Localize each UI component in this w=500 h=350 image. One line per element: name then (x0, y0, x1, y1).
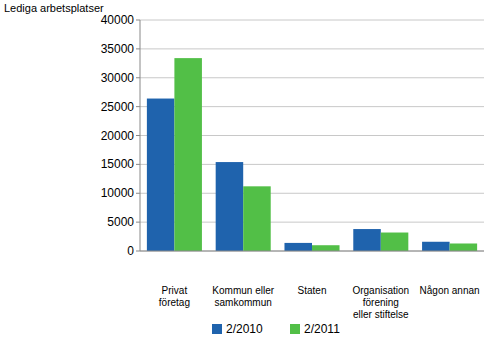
y-tick-label: 15000 (101, 157, 135, 171)
legend-label: 2/2011 (304, 322, 340, 336)
y-tick (136, 193, 140, 194)
y-tick-label: 10000 (101, 186, 135, 200)
grid-line (140, 48, 484, 49)
y-tick-label: 30000 (101, 71, 135, 85)
y-tick-label: 35000 (101, 42, 135, 56)
bar (353, 229, 381, 251)
bars (147, 58, 477, 251)
legend-label: 2/2010 (226, 322, 263, 336)
legend: 2/2010 2/2011 (212, 322, 340, 336)
legend-swatch (290, 324, 300, 334)
bar (422, 242, 450, 251)
grid-line (140, 20, 484, 21)
x-tick-label: Privatföretag (159, 285, 190, 308)
y-tick-label: 40000 (101, 13, 135, 27)
bar (174, 58, 202, 251)
bar (284, 243, 312, 251)
bar (216, 162, 244, 251)
y-tick (136, 77, 140, 78)
grid-line (140, 251, 484, 252)
bar (147, 99, 175, 251)
chart: Lediga arbetsplatser 0 5000 10000 15000 20000… (0, 0, 500, 350)
x-tick-label: Kommun ellersamkommun (212, 285, 274, 308)
y-tick (136, 164, 140, 165)
y-tick (136, 222, 140, 223)
y-tick-label: 0 (127, 244, 134, 258)
bar (312, 245, 340, 251)
y-axis-label: Lediga arbetsplatser (4, 2, 104, 14)
bar (381, 233, 409, 251)
x-tick-label: Organisationföreningeller stiftelse (352, 285, 409, 320)
x-axis (140, 251, 484, 252)
x-tick-label: Staten (298, 285, 327, 296)
bar (450, 243, 478, 251)
y-tick (136, 135, 140, 136)
bar (243, 186, 271, 251)
y-tick-label: 25000 (101, 100, 135, 114)
y-tick-label: 5000 (107, 215, 134, 229)
y-axis (140, 20, 141, 251)
y-tick (136, 251, 140, 252)
chart-container: Lediga arbetsplatser 0 5000 10000 15000 20000… (0, 0, 500, 350)
y-tick (136, 48, 140, 49)
y-tick-label: 20000 (101, 129, 135, 143)
y-tick (136, 106, 140, 107)
y-tick (136, 20, 140, 21)
legend-swatch (212, 324, 222, 334)
x-tick-label: Någon annan (420, 285, 480, 296)
